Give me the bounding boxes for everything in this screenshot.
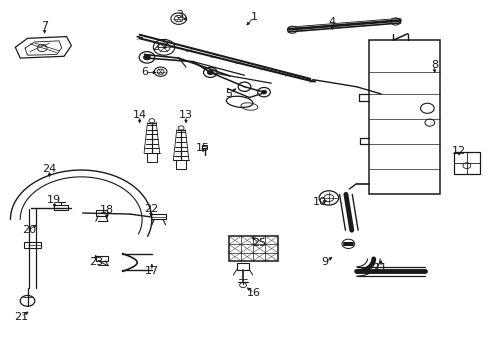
Bar: [147, 153, 157, 162]
Bar: [453, 152, 479, 174]
Circle shape: [143, 55, 150, 60]
Text: 20: 20: [22, 225, 36, 235]
Bar: [228, 236, 277, 261]
Text: 18: 18: [100, 206, 114, 216]
Bar: [236, 263, 249, 270]
Text: 2: 2: [152, 42, 159, 52]
Bar: [176, 160, 185, 169]
Text: 3: 3: [176, 10, 183, 20]
Text: 23: 23: [88, 257, 102, 267]
Text: 12: 12: [451, 146, 465, 156]
Circle shape: [261, 90, 266, 94]
Bar: [23, 242, 41, 248]
Bar: [54, 206, 68, 211]
Text: 9: 9: [321, 257, 328, 267]
Circle shape: [207, 70, 213, 75]
Text: 11: 11: [373, 263, 387, 273]
Text: 8: 8: [430, 60, 437, 70]
Text: 6: 6: [141, 67, 148, 77]
Bar: [201, 145, 207, 148]
Text: 4: 4: [328, 17, 335, 27]
Text: 16: 16: [247, 288, 261, 298]
Bar: [151, 214, 166, 220]
Bar: [96, 256, 108, 261]
Bar: [96, 210, 106, 216]
Text: 15: 15: [196, 143, 210, 153]
Text: 5: 5: [225, 89, 232, 99]
Text: 25: 25: [251, 238, 265, 248]
Text: 10: 10: [312, 197, 326, 207]
Text: 24: 24: [42, 164, 57, 174]
Text: 22: 22: [143, 204, 158, 214]
Text: 21: 21: [14, 312, 28, 322]
Text: 7: 7: [41, 21, 48, 31]
Text: 1: 1: [250, 12, 257, 22]
Text: 17: 17: [144, 266, 159, 276]
Text: 13: 13: [179, 111, 193, 121]
Text: 19: 19: [47, 195, 61, 205]
Text: 14: 14: [132, 111, 146, 121]
